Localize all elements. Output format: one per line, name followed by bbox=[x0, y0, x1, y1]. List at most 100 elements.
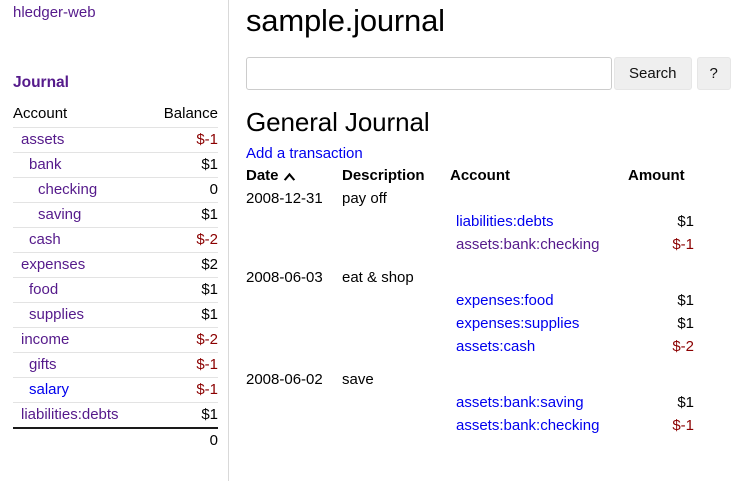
account-balance-cell: $-2 bbox=[148, 327, 218, 353]
posting-row: assets:bank:checking $-1 bbox=[246, 414, 694, 437]
posting-description-blank bbox=[342, 312, 450, 335]
journal-table: Date Description Account Amount 2008-12-… bbox=[246, 167, 694, 437]
account-link[interactable]: gifts bbox=[29, 356, 57, 373]
section-title: General Journal bbox=[246, 107, 430, 137]
account-link[interactable]: food bbox=[29, 281, 59, 298]
search-input[interactable] bbox=[246, 57, 612, 90]
account-link[interactable]: assets bbox=[21, 131, 65, 148]
account-link[interactable]: salary bbox=[29, 381, 70, 398]
sidebar-journal-link[interactable]: Journal bbox=[13, 74, 69, 91]
account-row: food $1 bbox=[13, 277, 218, 303]
account-row: salary $-1 bbox=[13, 377, 218, 403]
account-name-cell: salary bbox=[13, 377, 149, 403]
posting-date-blank bbox=[246, 210, 342, 233]
posting-account-cell: assets:bank:saving bbox=[450, 391, 628, 414]
posting-date-blank bbox=[246, 312, 342, 335]
transaction-date: 2008-06-02 bbox=[246, 371, 323, 388]
account-balance-cell: $-2 bbox=[148, 227, 218, 253]
account-balance-cell: 0 bbox=[148, 177, 218, 203]
posting-amount-cell: $1 bbox=[677, 315, 694, 332]
transaction-amount-empty bbox=[628, 266, 694, 289]
account-link[interactable]: bank bbox=[29, 156, 62, 173]
transaction-date: 2008-12-31 bbox=[246, 190, 323, 207]
posting-row: assets:bank:checking $-1 bbox=[246, 233, 694, 256]
account-link[interactable]: income bbox=[21, 331, 70, 348]
posting-row: assets:cash $-2 bbox=[246, 335, 694, 358]
posting-description-blank bbox=[342, 289, 450, 312]
transaction-row: 2008-06-03 eat & shop bbox=[246, 266, 694, 289]
accounts-balance-table: Account Balance assets $-1 bank $1 checking 0… bbox=[13, 104, 218, 453]
account-link[interactable]: supplies bbox=[29, 306, 85, 323]
journal-header-account[interactable]: Account bbox=[450, 167, 510, 184]
account-link[interactable]: saving bbox=[38, 206, 82, 223]
posting-description-blank bbox=[342, 391, 450, 414]
accounts-table-head: Account Balance bbox=[13, 104, 218, 128]
posting-date-blank bbox=[246, 414, 342, 437]
posting-description-blank bbox=[342, 210, 450, 233]
account-name-cell: cash bbox=[13, 227, 149, 253]
journal-header-date-label: Date bbox=[246, 167, 279, 184]
posting-account-cell: liabilities:debts bbox=[450, 210, 628, 233]
help-button[interactable]: ? bbox=[696, 57, 731, 90]
journal-header-date[interactable]: Date bbox=[246, 167, 342, 187]
posting-amount-cell: $1 bbox=[677, 292, 694, 309]
posting-row: expenses:supplies $1 bbox=[246, 312, 694, 335]
posting-description-blank bbox=[342, 233, 450, 256]
account-row: cash $-2 bbox=[13, 227, 218, 253]
account-name-cell: liabilities:debts bbox=[13, 402, 149, 428]
posting-date-blank bbox=[246, 289, 342, 312]
posting-account-link[interactable]: expenses:supplies bbox=[456, 315, 580, 332]
account-name-cell: food bbox=[13, 277, 149, 303]
account-balance-cell: $2 bbox=[148, 252, 218, 278]
account-balance-cell: $-1 bbox=[148, 377, 218, 403]
posting-account-cell: expenses:food bbox=[450, 289, 628, 312]
account-name-cell: gifts bbox=[13, 352, 149, 378]
accounts-header-balance: Balance bbox=[163, 105, 218, 122]
posting-amount-cell: $-2 bbox=[672, 338, 694, 355]
accounts-header-account: Account bbox=[13, 105, 68, 122]
account-link[interactable]: liabilities:debts bbox=[21, 406, 119, 423]
posting-account-link[interactable]: assets:cash bbox=[456, 338, 536, 355]
transaction-spacer bbox=[246, 256, 694, 266]
account-total-label bbox=[13, 427, 149, 453]
posting-description-blank bbox=[342, 414, 450, 437]
account-balance-cell: $1 bbox=[148, 152, 218, 178]
spacer-cell bbox=[246, 256, 694, 266]
posting-amount-cell: $1 bbox=[677, 394, 694, 411]
account-name-cell: saving bbox=[13, 202, 149, 228]
journal-header-amount[interactable]: Amount bbox=[628, 167, 685, 184]
brand-link[interactable]: hledger-web bbox=[13, 4, 96, 21]
transaction-row: 2008-12-31 pay off bbox=[246, 187, 694, 210]
sidebar-journal-heading: Journal bbox=[13, 74, 228, 92]
posting-account-link[interactable]: expenses:food bbox=[456, 292, 554, 309]
add-transaction-link[interactable]: Add a transaction bbox=[246, 145, 363, 162]
account-name-cell: income bbox=[13, 327, 149, 353]
posting-account-link[interactable]: assets:bank:checking bbox=[456, 417, 600, 434]
posting-account-cell: assets:bank:checking bbox=[450, 233, 628, 256]
account-balance-cell: $1 bbox=[148, 202, 218, 228]
transaction-spacer bbox=[246, 358, 694, 368]
posting-row: expenses:food $1 bbox=[246, 289, 694, 312]
search-button[interactable]: Search bbox=[614, 57, 692, 90]
transaction-amount-empty bbox=[628, 368, 694, 391]
account-balance-cell: $1 bbox=[148, 302, 218, 328]
transaction-account-empty bbox=[450, 187, 628, 210]
posting-account-cell: expenses:supplies bbox=[450, 312, 628, 335]
account-name-cell: supplies bbox=[13, 302, 149, 328]
posting-account-link[interactable]: assets:bank:saving bbox=[456, 394, 584, 411]
posting-account-cell: assets:bank:checking bbox=[450, 414, 628, 437]
journal-header-description[interactable]: Description bbox=[342, 167, 425, 184]
posting-account-link[interactable]: assets:bank:checking bbox=[456, 236, 600, 253]
journal-table-body: 2008-12-31 pay off liabilities:debts $1 asse… bbox=[246, 187, 694, 437]
account-name-cell: bank bbox=[13, 152, 149, 178]
account-link[interactable]: checking bbox=[38, 181, 98, 198]
accounts-header-row: Account Balance bbox=[13, 104, 218, 128]
account-link[interactable]: cash bbox=[29, 231, 61, 248]
posting-account-link[interactable]: liabilities:debts bbox=[456, 213, 554, 230]
account-total-balance: 0 bbox=[148, 427, 218, 453]
accounts-table-body: assets $-1 bank $1 checking 0 saving $1 cash $-2 e… bbox=[13, 127, 218, 453]
transaction-row: 2008-06-02 save bbox=[246, 368, 694, 391]
posting-description-blank bbox=[342, 335, 450, 358]
account-link[interactable]: expenses bbox=[21, 256, 86, 273]
